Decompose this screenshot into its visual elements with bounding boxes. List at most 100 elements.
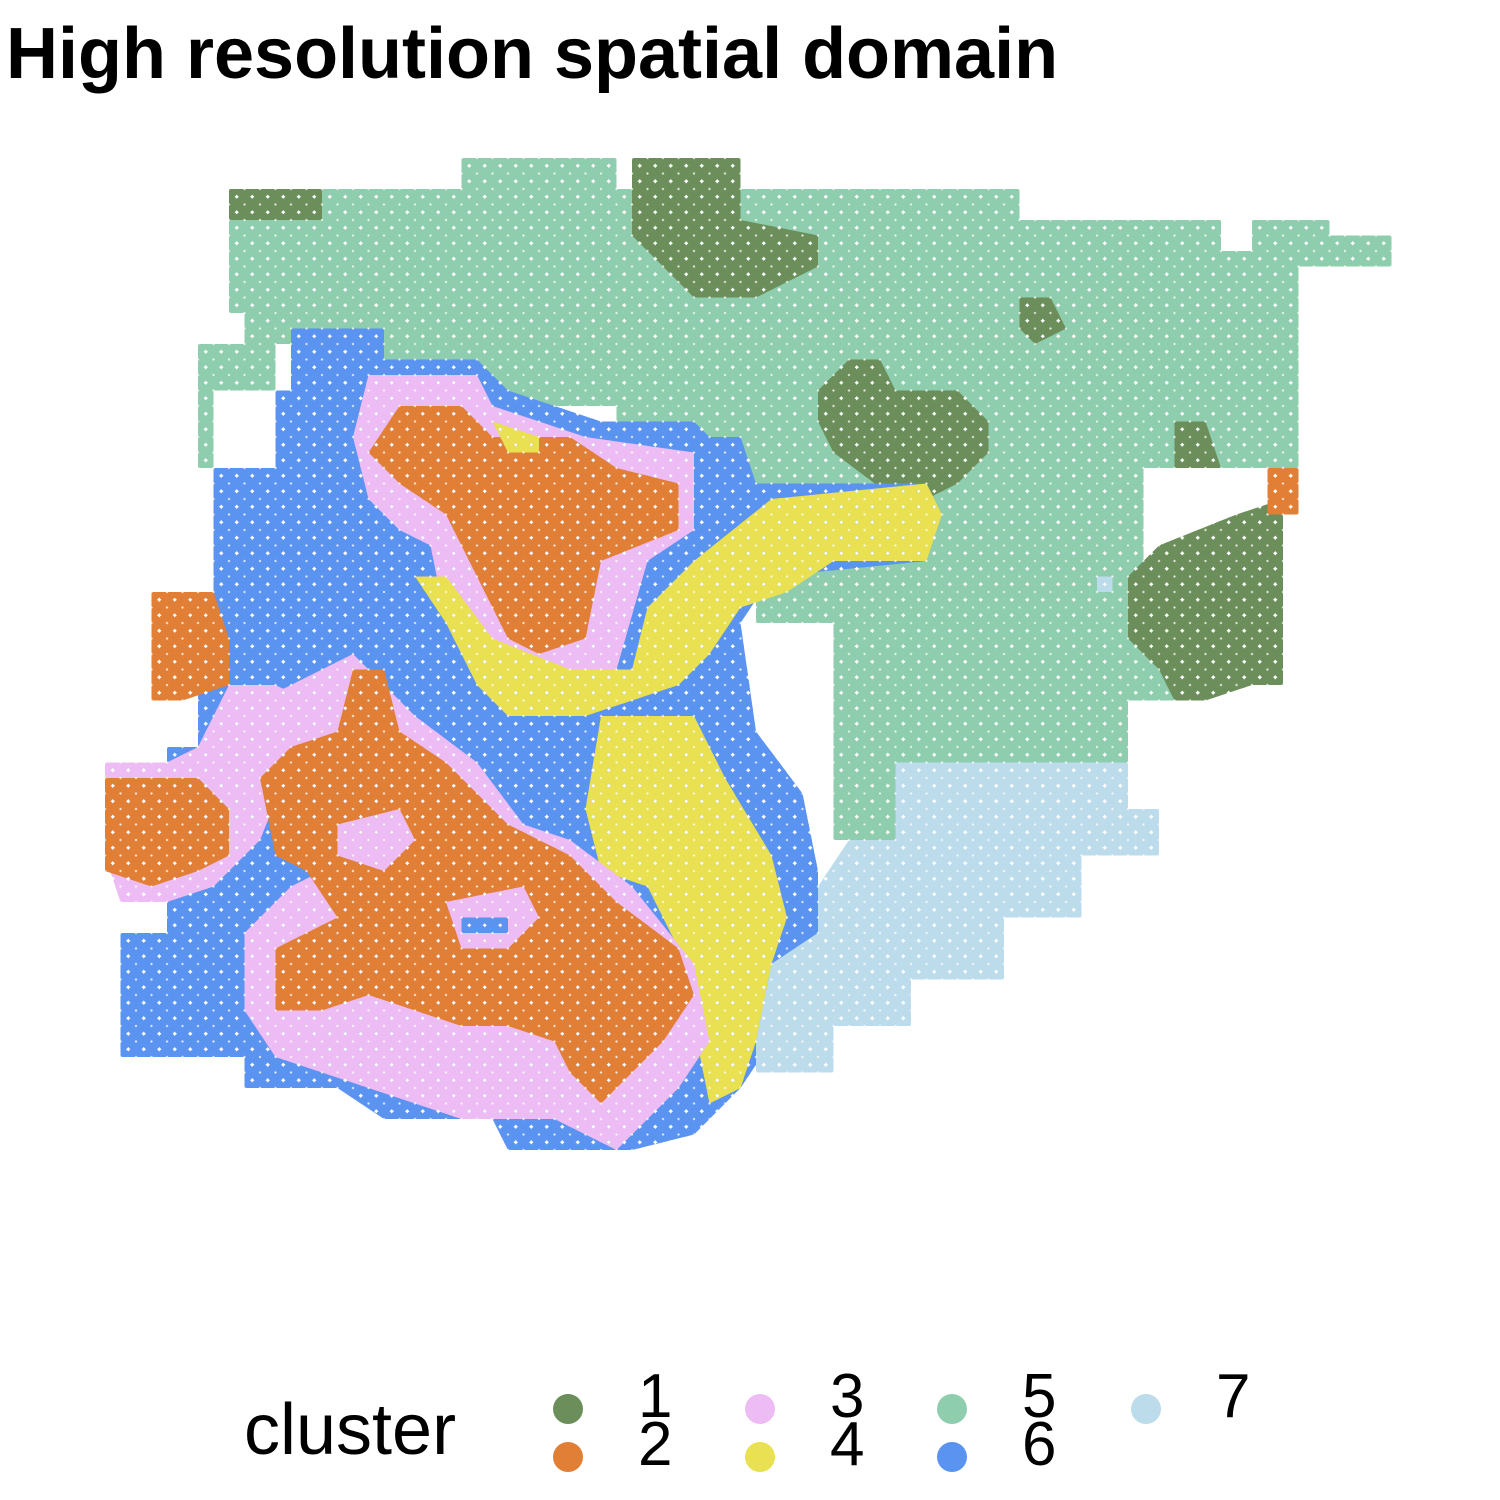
spot-cluster-5 xyxy=(1289,195,1308,214)
spot-cluster-1 xyxy=(1289,567,1308,586)
spot-cluster-5 xyxy=(173,459,192,478)
spot-cluster-6 xyxy=(120,1140,130,1150)
spot-cluster-6 xyxy=(235,1109,254,1129)
chart-title: High resolution spatial domain xyxy=(6,14,1059,94)
spot-cluster-5 xyxy=(1366,830,1386,840)
spot-cluster-5 xyxy=(1304,722,1324,741)
spot-cluster-5 xyxy=(746,164,766,183)
spot-cluster-5 xyxy=(1335,505,1355,524)
spot-cluster-5 xyxy=(1382,350,1392,369)
spot-cluster-5 xyxy=(1366,381,1386,400)
spot-cluster-5 xyxy=(762,629,781,648)
spot-cluster-5 xyxy=(777,629,797,648)
spot-cluster-5 xyxy=(808,768,828,788)
spot-cluster-5 xyxy=(1366,551,1386,571)
spot-cluster-2 xyxy=(1305,443,1324,462)
spot-cluster-1 xyxy=(1289,645,1308,664)
spot-cluster-5 xyxy=(250,158,270,168)
spot-cluster-6 xyxy=(157,350,177,369)
spot-cluster-1 xyxy=(1212,474,1231,493)
spot-cluster-6 xyxy=(126,582,146,602)
spot-cluster-5 xyxy=(1335,675,1355,695)
spot-cluster-5 xyxy=(1056,158,1076,168)
spot-cluster-5 xyxy=(1335,644,1355,664)
spot-cluster-5 xyxy=(297,158,316,168)
spot-cluster-5 xyxy=(1351,629,1370,648)
spot-cluster-5 xyxy=(1304,474,1324,493)
spot-cluster-6 xyxy=(251,1156,270,1175)
spot-cluster-5 xyxy=(1382,846,1401,865)
spot-cluster-5 xyxy=(1289,551,1308,571)
spot-cluster-5 xyxy=(1382,412,1392,431)
spot-cluster-5 xyxy=(1366,536,1386,555)
spot-cluster-1 xyxy=(746,158,766,168)
spot-cluster-5 xyxy=(1366,210,1386,230)
spot-cluster-6 xyxy=(142,365,161,385)
spot-cluster-6 xyxy=(250,1109,270,1129)
spot-cluster-6 xyxy=(157,474,177,493)
spot-cluster-5 xyxy=(1335,474,1355,493)
spot-cluster-6 xyxy=(189,1156,208,1175)
spot-cluster-5 xyxy=(762,164,781,183)
spot-cluster-6 xyxy=(120,567,130,586)
spot-cluster-6 xyxy=(173,1156,192,1175)
spot-cluster-5 xyxy=(1242,799,1262,819)
spot-cluster-5 xyxy=(1010,158,1029,168)
spot-cluster-5 xyxy=(1258,158,1277,168)
spot-cluster-5 xyxy=(1289,598,1308,617)
spot-cluster-5 xyxy=(1273,164,1293,183)
spot-cluster-5 xyxy=(1289,784,1308,803)
spot-cluster-6 xyxy=(126,396,146,416)
spot-cluster-6 xyxy=(220,1156,239,1175)
spot-cluster-5 xyxy=(1382,737,1392,757)
spot-cluster-5 xyxy=(1289,830,1308,840)
spot-cluster-1 xyxy=(1289,598,1308,617)
spot-cluster-6 xyxy=(126,629,146,648)
spot-cluster-5 xyxy=(1382,675,1392,695)
spot-cluster-6 xyxy=(126,551,146,571)
spot-cluster-1 xyxy=(808,158,818,168)
spot-cluster-1 xyxy=(1149,520,1169,540)
spot-cluster-5 xyxy=(198,158,208,168)
spot-cluster-5 xyxy=(793,164,812,183)
spot-cluster-5 xyxy=(1289,613,1308,633)
spot-cluster-5 xyxy=(204,226,223,245)
spot-cluster-6 xyxy=(204,304,223,323)
spot-cluster-5 xyxy=(793,706,812,726)
spot-cluster-6 xyxy=(120,675,130,695)
spot-cluster-1 xyxy=(1273,691,1283,701)
spot-cluster-5 xyxy=(1366,272,1386,292)
spot-cluster-5 xyxy=(917,158,936,168)
spot-cluster-5 xyxy=(1351,830,1370,840)
spot-cluster-5 xyxy=(173,242,192,261)
spot-cluster-5 xyxy=(1335,210,1355,230)
spot-cluster-5 xyxy=(328,158,347,168)
spot-cluster-5 xyxy=(1320,691,1339,710)
spot-cluster-5 xyxy=(762,706,781,726)
spot-cluster-5 xyxy=(204,210,223,230)
spot-cluster-6 xyxy=(126,443,146,462)
spot-cluster-5 xyxy=(1289,520,1308,540)
spot-cluster-5 xyxy=(1382,319,1392,338)
spot-cluster-5 xyxy=(250,164,270,183)
spot-cluster-5 xyxy=(1366,158,1386,168)
spot-cluster-6 xyxy=(188,474,208,493)
spot-cluster-6 xyxy=(142,722,161,741)
spot-cluster-1 xyxy=(1181,474,1200,493)
spot-cluster-5 xyxy=(1366,319,1386,338)
spot-cluster-5 xyxy=(1351,644,1370,664)
spot-cluster-5 xyxy=(1382,613,1392,633)
spot-cluster-5 xyxy=(1320,489,1339,509)
spot-cluster-6 xyxy=(142,737,161,757)
spot-cluster-5 xyxy=(777,675,797,695)
spot-cluster-5 xyxy=(855,164,874,183)
spot-cluster-6 xyxy=(126,1063,146,1082)
spot-cluster-5 xyxy=(204,303,223,323)
spot-cluster-5 xyxy=(824,164,843,183)
spot-cluster-6 xyxy=(126,427,146,447)
spot-cluster-5 xyxy=(1351,753,1370,772)
spot-cluster-5 xyxy=(777,737,797,757)
spot-cluster-5 xyxy=(1320,598,1339,617)
spot-cluster-6 xyxy=(173,334,192,354)
spot-cluster-1 xyxy=(1180,505,1200,524)
